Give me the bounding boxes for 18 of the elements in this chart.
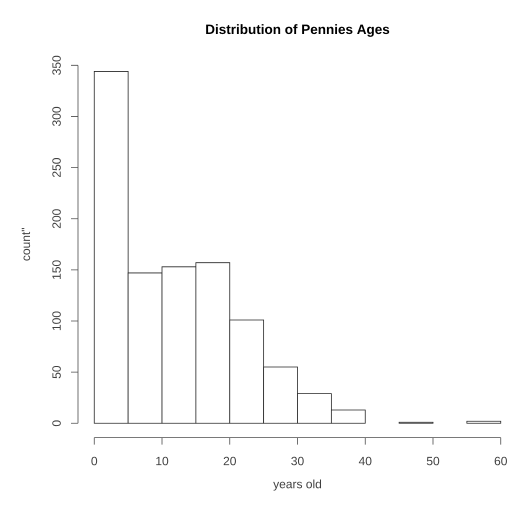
x-tick-label: 40	[358, 456, 372, 466]
x-tick-label: 30	[291, 456, 304, 466]
x-tick-label: 0	[91, 456, 98, 466]
y-axis-title: count"	[22, 228, 30, 261]
y-tick-label: 200	[52, 209, 61, 228]
y-tick-label: 100	[52, 311, 61, 330]
y-tick-label: 350	[52, 56, 61, 75]
y-tick-label: 250	[52, 158, 61, 177]
x-tick-label: 60	[494, 456, 507, 466]
x-axis-title: years old	[273, 479, 322, 491]
y-tick-label: 0	[52, 420, 61, 426]
x-tick-label: 10	[156, 456, 168, 466]
x-tick-label: 20	[224, 456, 236, 466]
y-tick-label: 150	[52, 260, 61, 279]
y-tick-label: 50	[52, 366, 61, 378]
chart-title: Distribution of Pennies Ages	[206, 24, 390, 37]
x-tick-label: 50	[426, 456, 440, 466]
y-tick-label: 300	[52, 106, 61, 126]
